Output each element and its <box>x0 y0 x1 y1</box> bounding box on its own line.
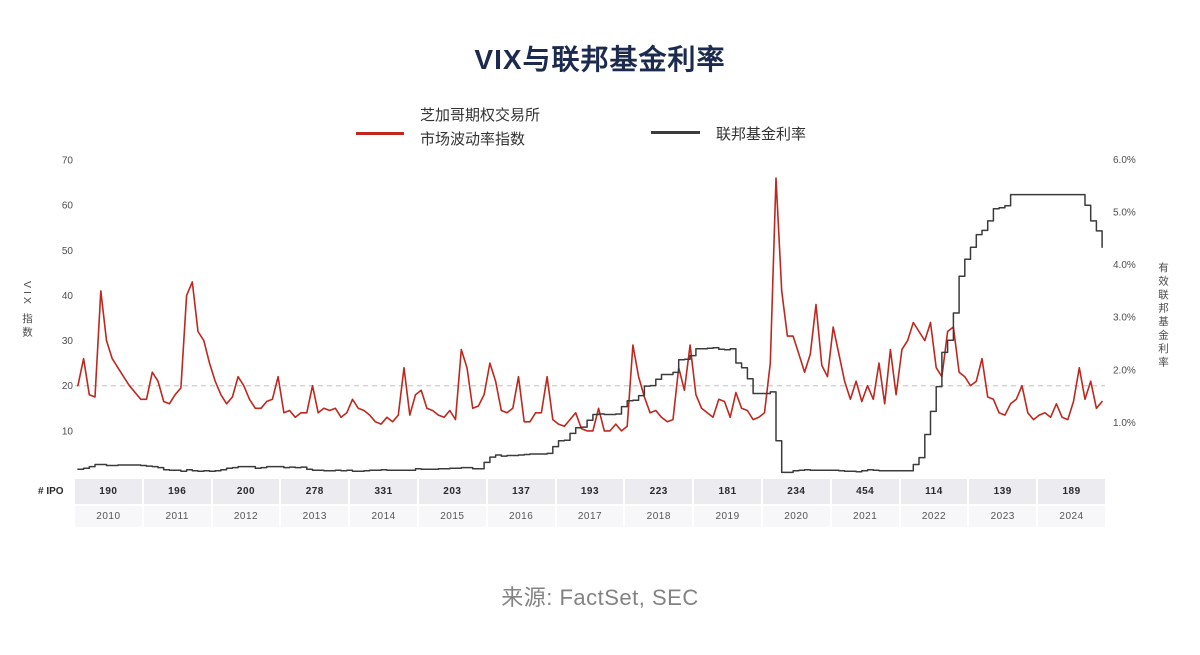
ipo-counts-row: 190 196 200 278 331 203 137 193 223 181 234 454 114 1… <box>75 479 1105 504</box>
year-tick-label: 2023 <box>969 506 1037 527</box>
source-note: 来源: FactSet, SEC <box>501 585 699 610</box>
ipo-count-cell: 454 <box>831 479 899 504</box>
right-axis-tick: 6.0% <box>1113 155 1136 166</box>
year-tick-label: 2010 <box>75 506 142 527</box>
ipo-count-cell: 139 <box>969 479 1037 504</box>
ipo-count-cell: 203 <box>418 479 486 504</box>
year-axis-row: 2010 2011 2012 2013 2014 2015 2016 2017 2018 2019… <box>75 506 1105 527</box>
vix-line-swatch-icon <box>356 132 404 135</box>
year-tick-label: 2021 <box>831 506 899 527</box>
year-tick-label: 2019 <box>694 506 761 527</box>
page-title: VIX与联邦基金利率 <box>474 44 726 75</box>
legend-ffr-label: 联邦基金利率 <box>716 126 807 143</box>
ipo-count-cell: 190 <box>75 479 142 504</box>
fed-funds-line <box>77 193 1103 474</box>
legend-item-ffr: 联邦基金利率 <box>716 123 806 144</box>
right-axis-tick: 3.0% <box>1113 313 1136 324</box>
ffr-line-swatch-icon <box>651 131 700 134</box>
left-axis-tick: 20 <box>62 381 74 392</box>
year-tick-label: 2017 <box>556 506 624 527</box>
ipo-count-cell: 196 <box>143 479 211 504</box>
ipo-count-cell: 189 <box>1038 479 1105 504</box>
year-tick-label: 2011 <box>143 506 211 527</box>
vix-line <box>77 177 1103 432</box>
ipo-row-label: # IPO <box>38 486 64 497</box>
legend-vix-label-line2: 市场波动率指数 <box>420 131 526 148</box>
year-tick-label: 2014 <box>350 506 417 527</box>
right-axis-tick: 5.0% <box>1113 208 1136 219</box>
ipo-count-cell: 193 <box>556 479 624 504</box>
left-axis-tick: 50 <box>62 246 74 257</box>
year-tick-label: 2012 <box>212 506 280 527</box>
ipo-count-cell: 278 <box>281 479 349 504</box>
year-tick-label: 2024 <box>1038 506 1105 527</box>
year-tick-label: 2018 <box>625 506 693 527</box>
right-axis-title: 有效联邦基金利率 <box>1157 262 1169 370</box>
ipo-count-cell: 181 <box>694 479 761 504</box>
ipo-count-cell: 137 <box>487 479 555 504</box>
ipo-count-cell: 200 <box>212 479 280 504</box>
left-axis-tick: 70 <box>62 156 74 167</box>
year-tick-label: 2022 <box>900 506 968 527</box>
right-axis-tick: 2.0% <box>1113 365 1136 376</box>
ipo-count-cell: 331 <box>350 479 417 504</box>
right-axis-tick: 1.0% <box>1113 418 1136 429</box>
left-axis-tick: 10 <box>62 426 74 437</box>
year-tick-label: 2020 <box>762 506 830 527</box>
left-axis-tick: 30 <box>62 336 74 347</box>
ipo-count-cell: 234 <box>762 479 830 504</box>
ipo-count-cell: 114 <box>900 479 968 504</box>
year-tick-label: 2015 <box>418 506 486 527</box>
left-axis-tick: 60 <box>62 201 74 212</box>
year-tick-label: 2016 <box>487 506 555 527</box>
legend-item-vix: 芝加哥期权交易所 市场波动率指数 <box>420 104 540 152</box>
left-axis-tick: 40 <box>62 291 74 302</box>
right-axis-tick: 4.0% <box>1113 260 1136 271</box>
ipo-count-cell: 223 <box>625 479 693 504</box>
left-axis-title: VIX 指数 <box>21 281 33 340</box>
legend-vix-label-line1: 芝加哥期权交易所 <box>420 107 541 124</box>
year-tick-label: 2013 <box>281 506 349 527</box>
